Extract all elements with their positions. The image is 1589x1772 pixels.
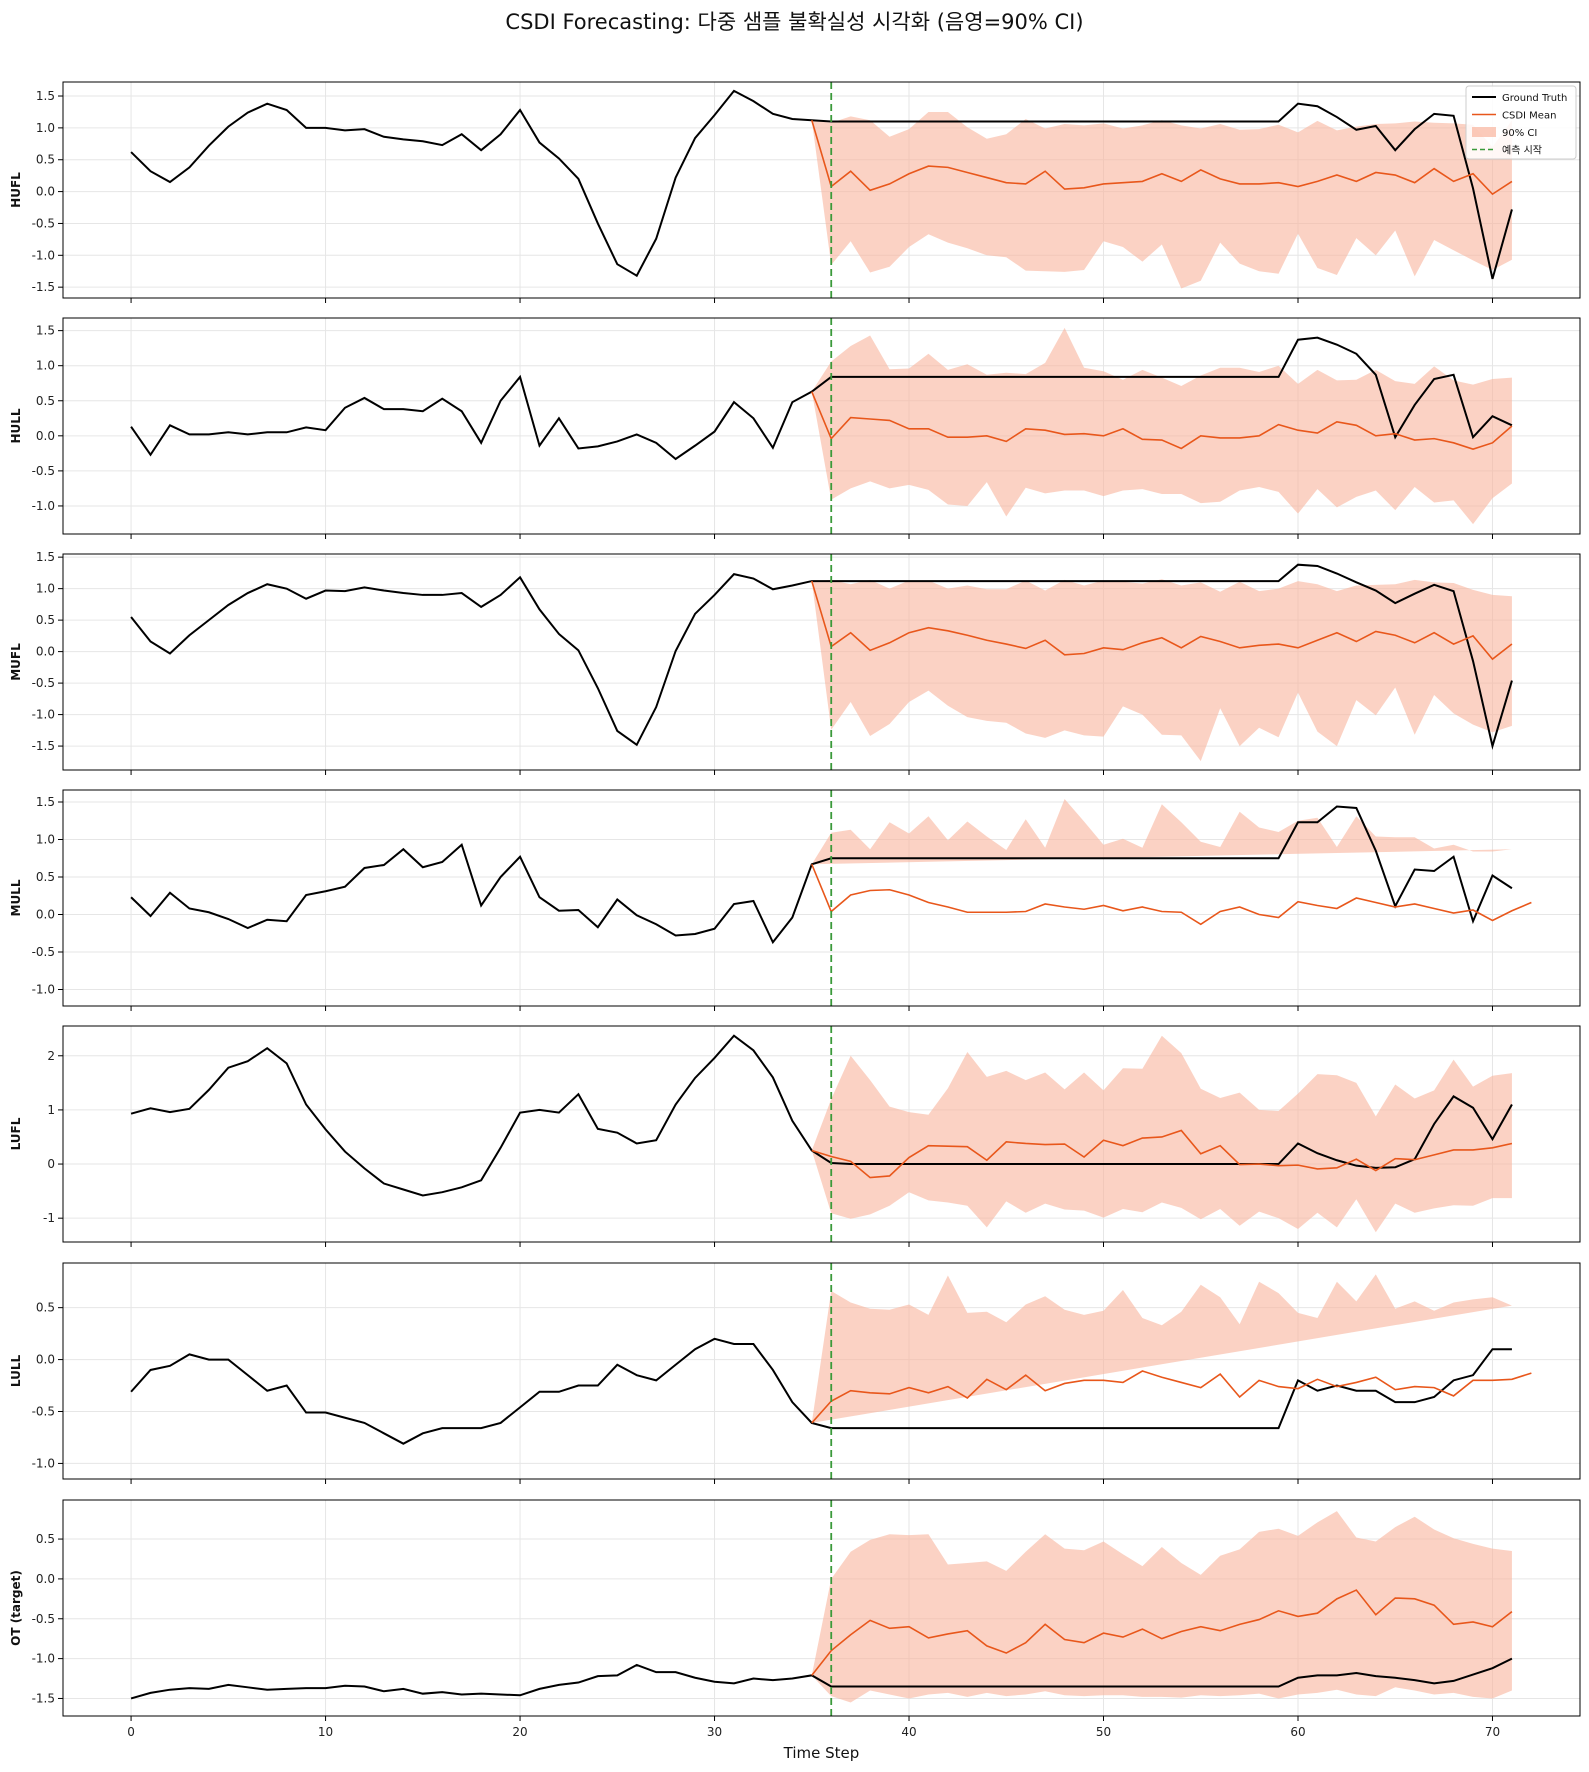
y-tick-label: 0.5	[36, 613, 55, 627]
y-tick-label: 1.0	[36, 359, 55, 373]
subplot-5: 0.5 0.0 -0.5 -1.0 LULL	[9, 1262, 1581, 1484]
y-tick-label: -0.5	[32, 676, 55, 690]
y-tick-label: 1.5	[36, 89, 55, 103]
subplot-6: 0.5 0.0 -0.5 -1.0 -1.5 0 10 20 30 40 50 60 70 Time St…	[9, 1499, 1581, 1762]
ci-band	[811, 111, 1512, 289]
y-tick-label: -0.5	[32, 464, 55, 478]
subplot-2: 1.5 1.0 0.5 0.0 -0.5 -1.0 -1.5 MUFL	[9, 550, 1581, 775]
y-tick-label: 2	[47, 1049, 55, 1063]
y-axis-label: MUFL	[9, 643, 23, 681]
legend-forecast-start-label: 예측 시작	[1502, 145, 1542, 157]
y-tick-label: -1.5	[32, 739, 55, 753]
x-tick-label: 20	[512, 1725, 527, 1739]
y-axis-label: MULL	[9, 879, 23, 916]
y-tick-label: 0.5	[36, 153, 55, 167]
axes-frame	[62, 1262, 1581, 1480]
y-tick-label: -1.5	[32, 1691, 55, 1705]
ground-truth-line	[130, 89, 1513, 280]
y-axis-label: HUFL	[9, 172, 23, 208]
y-tick-label: 0.5	[36, 394, 55, 408]
ci-band	[811, 1035, 1512, 1233]
axes-frame	[62, 81, 1581, 299]
legend-ci-swatch	[1472, 127, 1496, 137]
axes-frame	[62, 789, 1581, 1007]
y-tick-label: 0.0	[36, 908, 55, 922]
y-axis-label: OT (target)	[9, 1570, 23, 1646]
ground-truth-line	[130, 1657, 1513, 1700]
ground-truth-line	[130, 1034, 1513, 1197]
x-tick-label: 70	[1485, 1725, 1500, 1739]
legend-ground-truth-label: Ground Truth	[1502, 93, 1567, 104]
ground-truth-line	[130, 1337, 1512, 1445]
y-tick-label: 1.5	[36, 795, 55, 809]
subplot-4: 2 1 0 -1 LUFL	[9, 1025, 1581, 1247]
y-tick-label: 0	[47, 1157, 55, 1171]
y-tick-label: 0.5	[36, 870, 55, 884]
y-tick-label: -1	[43, 1211, 55, 1225]
y-axis-label: HULL	[9, 408, 23, 443]
ground-truth-line	[130, 805, 1513, 945]
y-tick-label: 0.0	[36, 185, 55, 199]
subplot-1: 1.5 1.0 0.5 0.0 -0.5 -1.0 HULL	[9, 317, 1581, 539]
y-tick-label: -1.0	[32, 983, 55, 997]
x-tick-label: 50	[1096, 1725, 1111, 1739]
csdi-mean-line	[811, 1129, 1513, 1179]
y-tick-label: 0.5	[36, 1532, 55, 1546]
x-tick-label: 60	[1290, 1725, 1305, 1739]
ci-band	[811, 1274, 1512, 1423]
y-tick-label: 0.5	[36, 1301, 55, 1315]
ci-band	[811, 1511, 1512, 1703]
y-tick-label: -0.5	[32, 216, 55, 230]
y-axis-label: LUFL	[9, 1117, 23, 1150]
ci-band	[811, 799, 1512, 865]
x-tick-label: 30	[707, 1725, 722, 1739]
x-tick-label: 40	[901, 1725, 916, 1739]
y-tick-label: 1.5	[36, 550, 55, 564]
x-axis-label: Time Step	[783, 1744, 860, 1762]
y-axis-label: LULL	[9, 1355, 23, 1388]
y-tick-label: 1.0	[36, 121, 55, 135]
y-tick-label: 1.0	[36, 582, 55, 596]
ground-truth-line	[130, 336, 1513, 461]
y-tick-label: -0.5	[32, 1612, 55, 1626]
y-tick-label: -1.5	[32, 280, 55, 294]
y-tick-label: -1.0	[32, 248, 55, 262]
axes-frame	[62, 1025, 1581, 1243]
ci-band	[811, 579, 1512, 762]
csdi-mean-line	[811, 580, 1513, 661]
csdi-mean-line	[811, 863, 1532, 926]
subplot-3: 1.5 1.0 0.5 0.0 -0.5 -1.0 MULL	[9, 789, 1581, 1011]
axes-frame	[62, 317, 1581, 535]
y-tick-label: -1.0	[32, 708, 55, 722]
csdi-mean-line	[811, 1370, 1532, 1424]
legend-box	[1465, 85, 1577, 160]
figure-title: CSDI Forecasting: 다중 샘플 불확실성 시각화 (음영=90%…	[505, 10, 1084, 34]
x-tick-label: 10	[318, 1725, 333, 1739]
axes-frame	[62, 553, 1581, 771]
y-tick-label: -1.0	[32, 1652, 55, 1666]
legend-ci-label: 90% CI	[1502, 128, 1537, 139]
x-tick-label: 0	[127, 1725, 135, 1739]
y-tick-label: -1.0	[32, 1456, 55, 1470]
legend: Ground Truth CSDI Mean 90% CI 예측 시작	[1465, 85, 1577, 160]
y-tick-label: 1	[47, 1103, 55, 1117]
y-tick-label: -0.5	[32, 945, 55, 959]
y-tick-label: 0.0	[36, 645, 55, 659]
legend-csdi-mean-label: CSDI Mean	[1502, 111, 1556, 122]
y-tick-label: 0.0	[36, 1353, 55, 1367]
y-tick-label: -1.0	[32, 499, 55, 513]
y-tick-label: 0.0	[36, 429, 55, 443]
y-tick-label: 0.0	[36, 1572, 55, 1586]
ground-truth-line	[130, 563, 1513, 751]
csdi-mean-line	[811, 120, 1513, 196]
y-tick-label: -0.5	[32, 1405, 55, 1419]
axes-frame	[62, 1499, 1581, 1717]
subplot-0: 1.5 1.0 0.5 0.0 -0.5 -1.0 -1.5 HUFL Ground Truth…	[9, 81, 1581, 303]
csdi-mean-line	[811, 391, 1513, 450]
csdi-mean-line	[811, 1589, 1513, 1676]
ci-band	[811, 327, 1512, 525]
y-tick-label: 1.0	[36, 833, 55, 847]
y-tick-label: 1.5	[36, 324, 55, 338]
